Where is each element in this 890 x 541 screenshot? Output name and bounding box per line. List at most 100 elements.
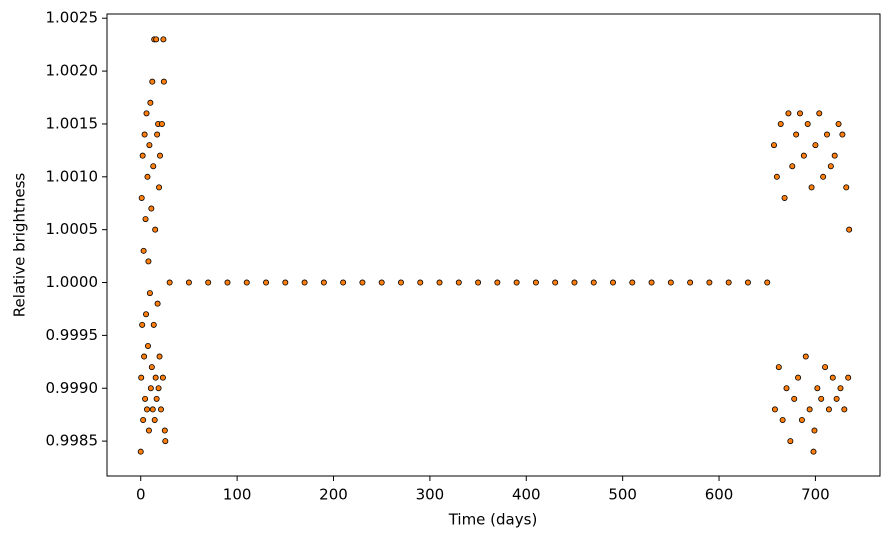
point <box>831 152 838 159</box>
point <box>153 36 160 43</box>
point <box>629 279 636 286</box>
point <box>667 279 674 286</box>
point <box>156 353 163 360</box>
point <box>475 279 482 286</box>
point <box>829 374 836 381</box>
x-tick-label: 300 <box>416 486 445 504</box>
y-tick-label: 0.9990 <box>46 379 99 397</box>
point <box>397 279 404 286</box>
point <box>138 374 145 381</box>
point <box>841 406 848 413</box>
point <box>150 163 157 170</box>
point <box>806 406 813 413</box>
point <box>787 438 794 445</box>
point <box>263 279 270 286</box>
point <box>810 448 817 455</box>
point <box>804 120 811 127</box>
point <box>142 395 149 402</box>
point <box>797 110 804 117</box>
point <box>775 364 782 371</box>
point <box>571 279 578 286</box>
point <box>156 184 163 191</box>
point <box>648 279 655 286</box>
point <box>764 279 771 286</box>
point <box>827 163 834 170</box>
point <box>152 226 159 233</box>
point <box>157 406 164 413</box>
point <box>744 279 751 286</box>
point <box>706 279 713 286</box>
y-tick-label: 1.0000 <box>46 273 99 291</box>
point <box>143 311 150 318</box>
y-tick-label: 1.0010 <box>46 167 99 185</box>
x-tick-label: 0 <box>136 486 146 504</box>
point <box>839 131 846 138</box>
point <box>825 406 832 413</box>
point <box>140 247 147 254</box>
point <box>789 163 796 170</box>
point <box>158 120 165 127</box>
point <box>455 279 462 286</box>
y-tick-label: 1.0015 <box>46 114 99 132</box>
point <box>793 131 800 138</box>
point <box>155 385 162 392</box>
point <box>771 406 778 413</box>
point <box>552 279 559 286</box>
point <box>687 279 694 286</box>
x-tick-label: 700 <box>801 486 830 504</box>
point <box>153 395 160 402</box>
point <box>152 374 159 381</box>
point <box>145 258 152 265</box>
point <box>142 216 149 223</box>
point <box>823 131 830 138</box>
point <box>777 120 784 127</box>
point <box>513 279 520 286</box>
point <box>781 194 788 201</box>
y-tick-label: 0.9985 <box>46 432 99 450</box>
point <box>205 279 212 286</box>
point <box>791 395 798 402</box>
point <box>811 427 818 434</box>
x-tick-label: 600 <box>705 486 734 504</box>
point <box>770 142 777 149</box>
y-tick-label: 0.9995 <box>46 326 99 344</box>
point <box>148 205 155 212</box>
point <box>802 353 809 360</box>
point <box>166 279 173 286</box>
point <box>816 110 823 117</box>
point <box>147 99 154 106</box>
x-tick-label: 100 <box>223 486 252 504</box>
point <box>149 406 156 413</box>
point <box>160 78 167 85</box>
point <box>154 300 161 307</box>
point <box>146 290 153 297</box>
point <box>143 110 150 117</box>
point <box>148 364 155 371</box>
point <box>590 279 597 286</box>
point <box>359 279 366 286</box>
x-tick-label: 200 <box>319 486 348 504</box>
point <box>837 385 844 392</box>
point <box>157 152 164 159</box>
x-tick-label: 400 <box>512 486 541 504</box>
point <box>610 279 617 286</box>
point <box>144 342 151 349</box>
point <box>143 406 150 413</box>
point <box>144 173 151 180</box>
x-axis-label: Time (days) <box>448 511 538 529</box>
point <box>436 279 443 286</box>
point <box>282 279 289 286</box>
point <box>146 142 153 149</box>
y-tick-label: 1.0025 <box>46 9 99 27</box>
plot-frame <box>106 13 881 477</box>
point <box>138 194 145 201</box>
x-tick-label: 500 <box>608 486 637 504</box>
point <box>162 438 169 445</box>
point <box>141 131 148 138</box>
point <box>243 279 250 286</box>
point <box>845 374 852 381</box>
point <box>145 427 152 434</box>
point <box>798 416 805 423</box>
point <box>800 152 807 159</box>
